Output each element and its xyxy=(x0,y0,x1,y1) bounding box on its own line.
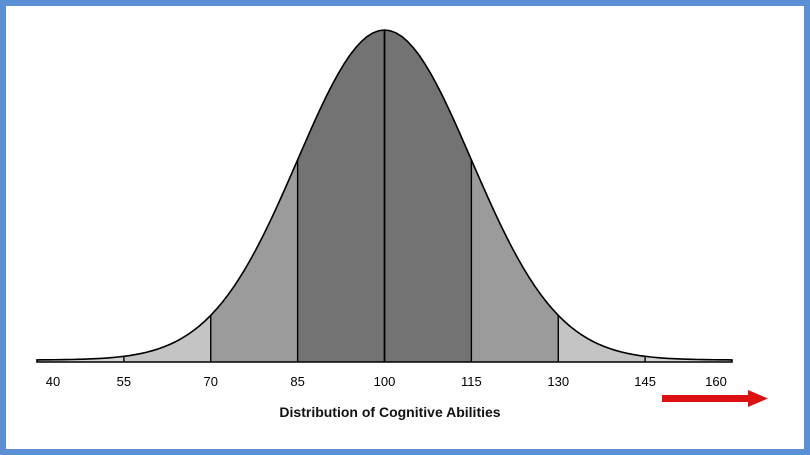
tick-label-85: 85 xyxy=(290,374,304,389)
x-axis-tick-labels: 40 55 70 85 100 115 130 145 160 xyxy=(46,374,727,389)
tick-label-100: 100 xyxy=(374,374,396,389)
tick-label-70: 70 xyxy=(204,374,218,389)
tick-label-55: 55 xyxy=(117,374,131,389)
tick-label-40: 40 xyxy=(46,374,60,389)
band-dividers xyxy=(123,30,646,362)
band-55-70 xyxy=(123,315,211,362)
x-axis-label: Distribution of Cognitive Abilities xyxy=(279,404,500,420)
tick-label-145: 145 xyxy=(634,374,656,389)
band-145-160 xyxy=(645,356,732,362)
curve-outline xyxy=(36,29,733,363)
right-arrow-icon xyxy=(662,390,768,407)
tick-label-160: 160 xyxy=(705,374,727,389)
band-40-55 xyxy=(37,356,124,362)
band-130-145 xyxy=(558,315,646,362)
tick-label-130: 130 xyxy=(547,374,569,389)
tick-label-115: 115 xyxy=(461,374,482,389)
